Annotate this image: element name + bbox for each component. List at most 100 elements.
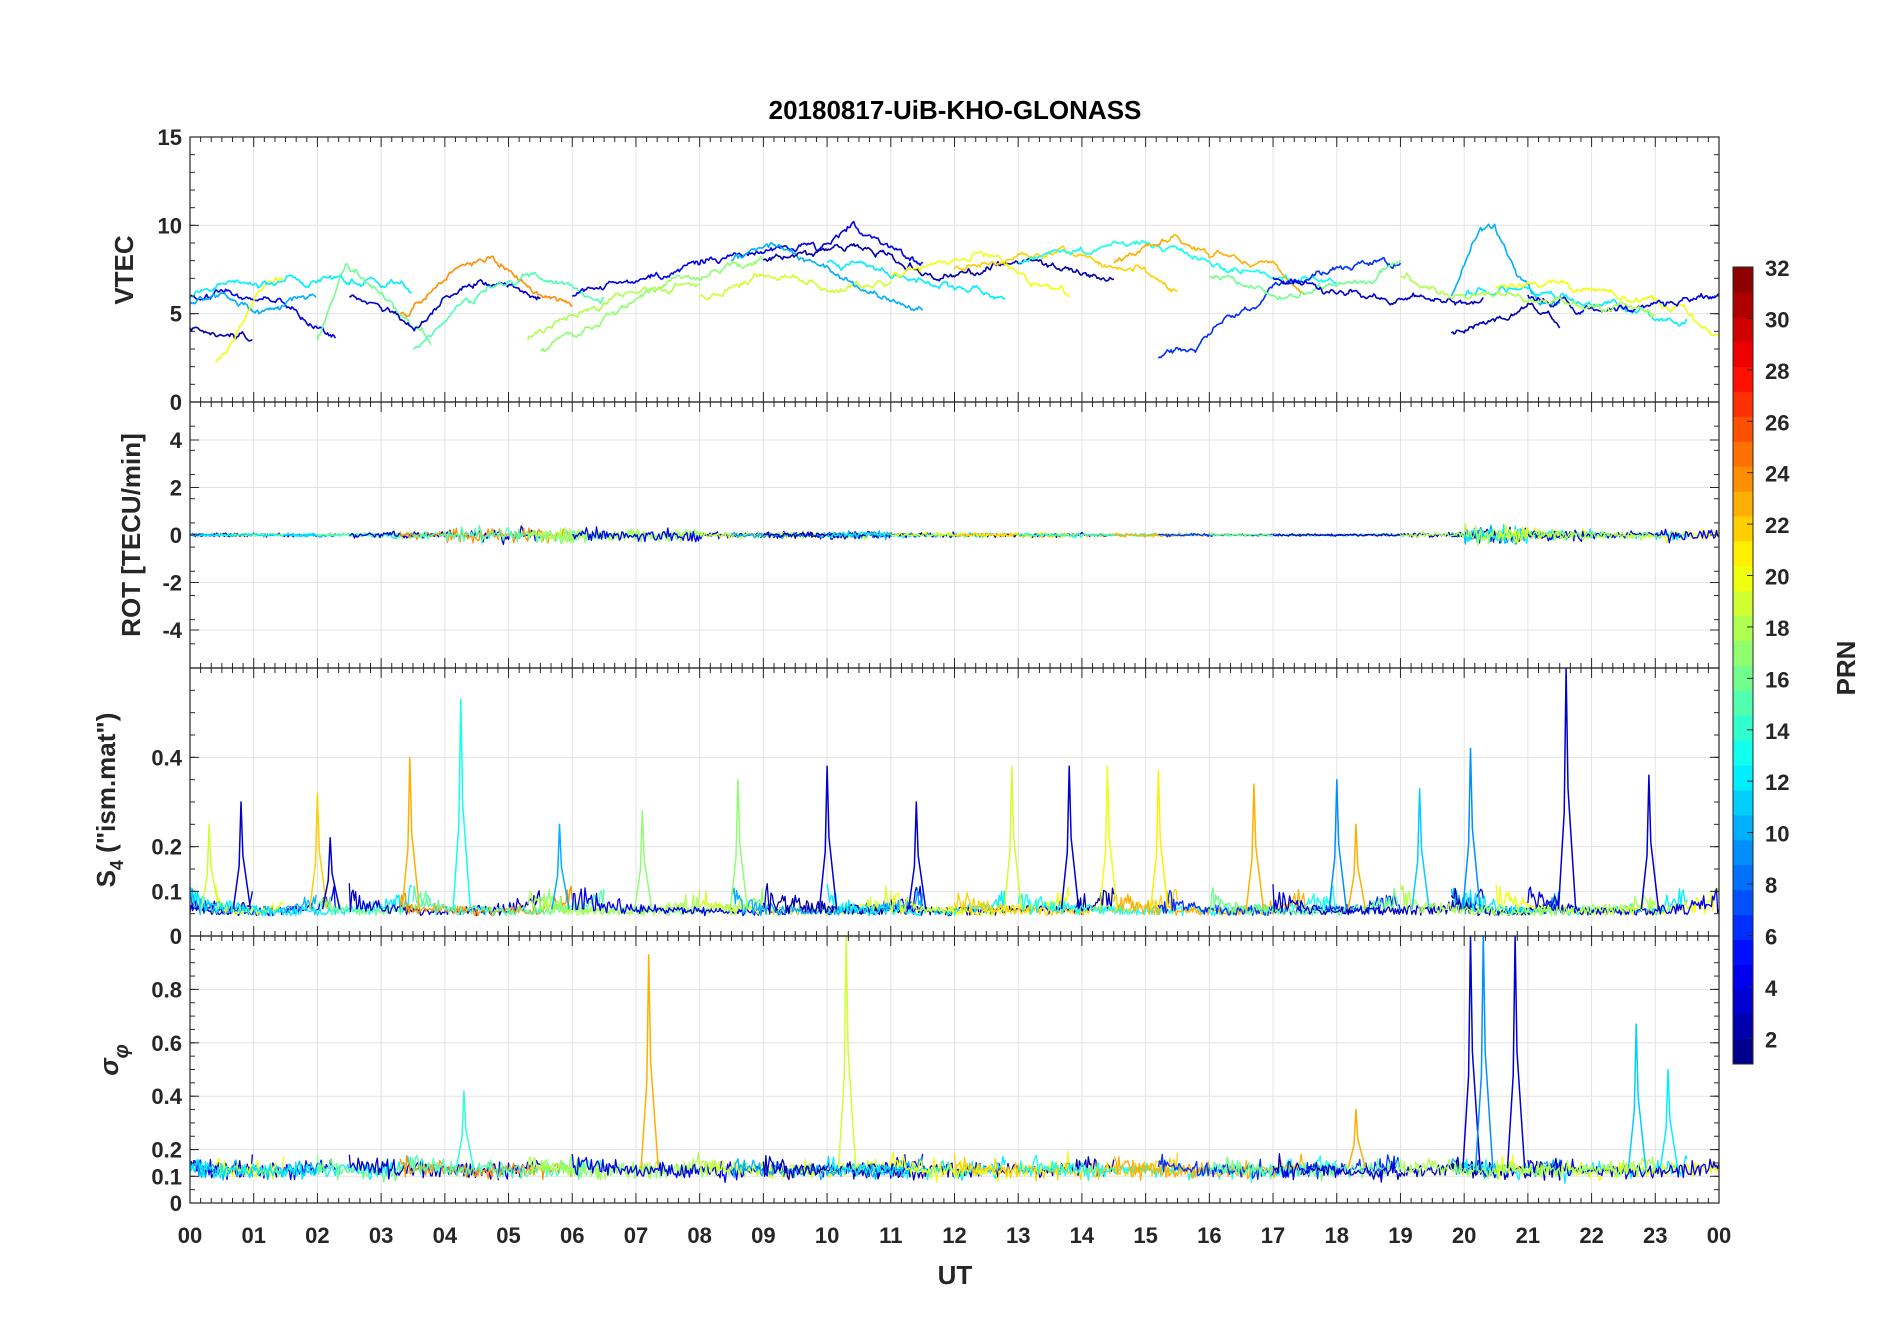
x-tick-label: 19 [1388,1223,1412,1248]
s4-spike [309,792,328,910]
sigma-label-main: σ [94,1057,124,1076]
x-tick-label: 16 [1197,1223,1221,1248]
vtec-line-prn-18 [1400,272,1656,318]
s4-spike [818,765,838,910]
vtec-line-prn-16 [1209,259,1402,301]
colorbar-tick-label: 26 [1765,410,1789,435]
colorbar-level [1733,964,1753,990]
y-label-vtec: VTEC [109,235,139,305]
vtec-line-prn-20 [890,250,1070,298]
s4-spike [1060,765,1080,910]
y-tick-label: 0.1 [151,1164,182,1189]
sigma-spike [455,1090,475,1169]
x-tick-label: 12 [942,1223,966,1248]
s4-line-prn-19 [699,885,892,917]
x-tick-label: 11 [879,1223,902,1248]
y-tick-label: 0 [170,1191,182,1216]
s4-spike [633,810,653,910]
s4-line-prn-23 [1113,888,1306,917]
s4-label-rest: ("ism.mat") [91,713,121,860]
s4-spike [232,801,252,910]
x-tick-label: 13 [1006,1223,1030,1248]
sigma-label-sub: φ [111,1044,133,1058]
vtec-line-prn-12 [189,273,413,299]
y-tick-label: 5 [170,302,182,327]
colorbar-level [1733,1039,1753,1065]
x-tick-label: 09 [751,1223,775,1248]
sigma-line-prn-4 [1527,1158,1720,1181]
s4-spike [1557,667,1577,910]
y-label-s4: S4 ("ism.mat") [91,713,127,888]
vtec-line-prn-23 [1113,234,1306,296]
rot-line-prn-18 [1399,523,1656,546]
s4-line-prn-22 [953,888,1179,917]
s4-line-prn-10 [189,888,317,916]
rot-line-prn-24 [399,527,573,544]
x-axis-label: UT [938,1260,973,1290]
panel-frame-sigma [189,935,1720,1204]
s4-label-sub: 4 [107,860,127,870]
colorbar-level [1733,814,1753,841]
colorbar-label: PRN [1831,641,1861,696]
colorbar-frame [1732,266,1754,1065]
colorbar-tick-label: 22 [1765,513,1789,538]
colorbar-level [1733,316,1753,343]
s4-spike [200,823,220,910]
s4-spike [1149,769,1169,910]
s4-spike [1640,774,1660,910]
colorbar-tick-label: 16 [1765,667,1789,692]
colorbar-tick-label: 8 [1765,873,1777,898]
colorbar-level [1733,715,1753,741]
x-tick-label: 08 [687,1223,711,1248]
colorbar-level [1733,740,1753,766]
sigma-spike [837,935,857,1169]
y-label-rot: ROT [TECU/min] [116,433,146,637]
x-tick-label: 02 [305,1223,329,1248]
colorbar-level [1733,565,1753,592]
colorbar-level [1733,989,1753,1015]
s4-line-prn-18 [527,889,701,917]
colorbar-level [1733,790,1753,816]
vtec-line-prn-4 [1527,292,1720,315]
y-tick-label: 0.2 [151,1138,182,1163]
x-tick-label: 17 [1261,1223,1285,1248]
colorbar-level [1733,765,1753,791]
y-tick-label: 0 [170,390,182,415]
colorbar-tick-label: 6 [1765,924,1777,949]
colorbar-level [1733,615,1753,642]
x-tick-label: 14 [1070,1223,1095,1248]
colorbar-level [1733,839,1753,866]
x-tick-label: 15 [1133,1223,1157,1248]
colorbar-level [1733,690,1753,716]
x-tick-label: 03 [369,1223,393,1248]
s4-line-prn-16 [1208,887,1402,917]
s4-spike [401,756,421,910]
y-tick-label: -2 [162,571,182,596]
x-tick-label: 18 [1325,1223,1349,1248]
x-tick-label: 04 [433,1223,458,1248]
y-tick-label: 0 [170,924,182,949]
axes: 051015-4-202400.10.20.400.10.20.40.60.80… [151,125,1731,1248]
colorbar-level [1733,590,1753,617]
s4-spike [321,836,341,910]
vtec-line-prn-24 [399,255,573,318]
colorbar-level [1733,516,1753,542]
colorbar-tick-label: 4 [1765,976,1778,1001]
y-tick-label: 4 [170,428,183,453]
colorbar-tick-label: 10 [1765,822,1789,847]
colorbar-tick-label: 20 [1765,565,1789,590]
sigma-line-prn-16 [1208,1156,1402,1182]
s4-line-prn-20 [890,886,1070,917]
y-tick-label: 0.6 [151,1031,182,1056]
chart-title: 20180817-UiB-KHO-GLONASS [769,95,1142,125]
y-tick-label: 2 [170,476,182,501]
s4-spike [729,778,749,910]
s4-line-prn-13 [1017,885,1338,917]
x-tick-label: 00 [178,1223,202,1248]
s4-spike [1462,747,1481,910]
sigma-spike [1659,1068,1679,1169]
vtec-line-prn-15 [412,271,605,350]
vtec-line-prn-19 [699,272,892,301]
rot-line-prn-12 [189,531,413,540]
